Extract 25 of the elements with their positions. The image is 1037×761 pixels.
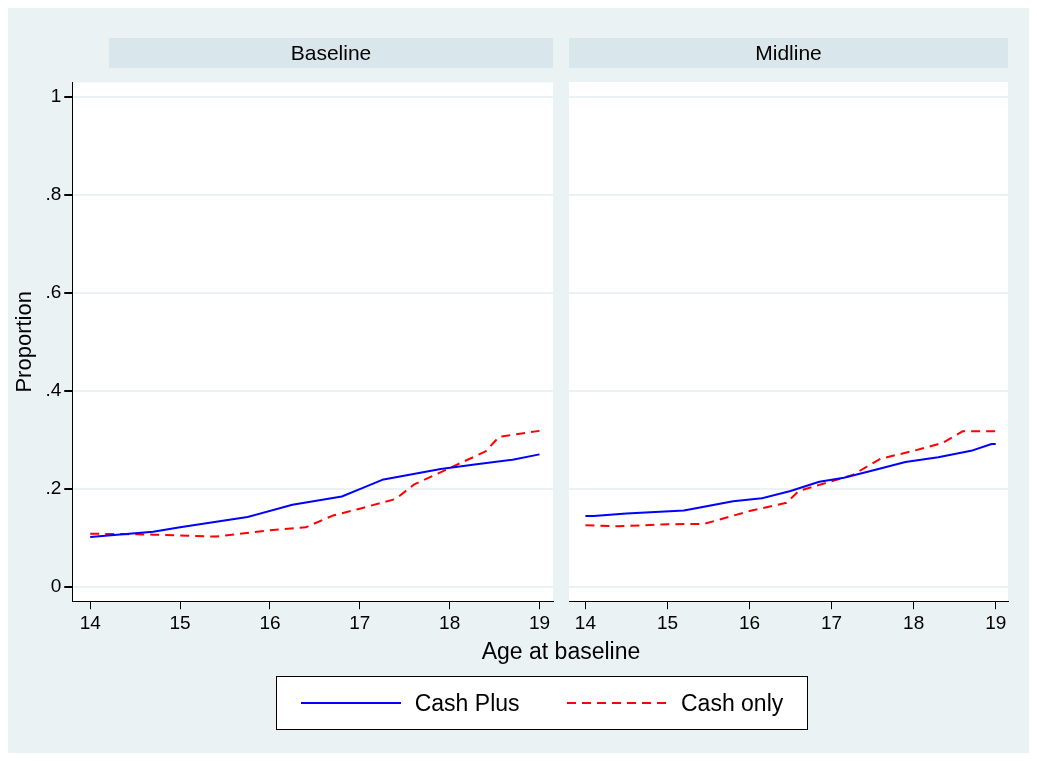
y-tick-label: 0	[50, 574, 62, 596]
y-axis-title: Proportion	[11, 291, 37, 393]
x-axis-title: Age at baseline	[480, 638, 642, 665]
x-tick-label: 19	[528, 611, 551, 633]
legend-label: Cash only	[680, 689, 784, 717]
x-tick-label: 16	[259, 611, 281, 633]
line-series	[89, 429, 541, 538]
y-tick-label: .4	[45, 378, 62, 400]
x-tick-label: 14	[574, 611, 597, 633]
x-tick-label: 18	[439, 611, 461, 633]
x-tick-label: 15	[656, 611, 679, 633]
chart-title: Midline	[569, 38, 1008, 68]
x-tick-label: 17	[821, 611, 843, 633]
x-tick-label: 15	[169, 611, 191, 633]
x-tick-label: 19	[985, 611, 1007, 633]
chart-title: Baseline	[109, 38, 553, 68]
y-tick-label: .2	[45, 476, 62, 498]
y-tick-label: 1	[50, 85, 62, 107]
x-tick-label: 16	[738, 611, 761, 633]
y-tick-label: .8	[45, 183, 62, 205]
x-tick-label: 18	[903, 611, 925, 633]
x-tick-label: 14	[79, 611, 102, 633]
y-tick-label: .6	[45, 281, 62, 303]
legend-label: Cash Plus	[414, 689, 520, 717]
x-tick-label: 17	[349, 611, 371, 633]
